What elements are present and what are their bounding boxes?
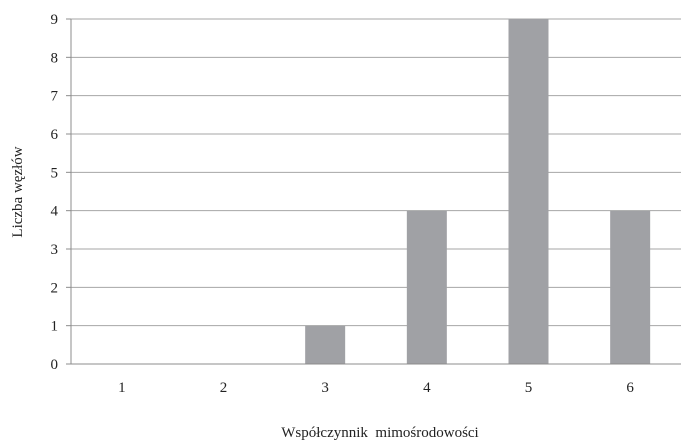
x-tick-label-1: 1	[118, 380, 126, 396]
y-axis-title: Liczba węzłów	[10, 146, 26, 237]
bars	[305, 19, 651, 364]
y-tick-labels: 0 1 2 3 4 5 6 7 8 9	[51, 12, 59, 373]
y-tick-label-2: 2	[51, 280, 59, 296]
y-tick-label-5: 5	[51, 165, 59, 181]
x-axis-title: Współczynnik mimośrodowości	[281, 425, 478, 441]
x-tick-label-6: 6	[626, 380, 634, 396]
axes	[66, 18, 681, 365]
y-tick-label-9: 9	[51, 12, 59, 28]
y-tick-label-3: 3	[51, 242, 59, 258]
bar-6	[610, 210, 651, 364]
y-tick-label-6: 6	[51, 127, 59, 143]
bar-4	[406, 210, 447, 364]
y-tick-label-0: 0	[51, 357, 59, 373]
x-tick-label-5: 5	[525, 380, 533, 396]
y-tick-label-4: 4	[51, 204, 59, 220]
x-tick-label-3: 3	[321, 380, 329, 396]
x-tick-labels: 1 2 3 4 5 6	[118, 380, 634, 396]
y-tick-label-1: 1	[51, 319, 59, 335]
x-tick-label-4: 4	[423, 380, 431, 396]
y-tick-label-7: 7	[51, 89, 59, 105]
y-tick-label-8: 8	[51, 50, 59, 66]
bar-3	[305, 325, 346, 364]
bar-5	[508, 19, 549, 364]
x-tick-label-2: 2	[220, 380, 228, 396]
grid-lines	[71, 18, 681, 327]
